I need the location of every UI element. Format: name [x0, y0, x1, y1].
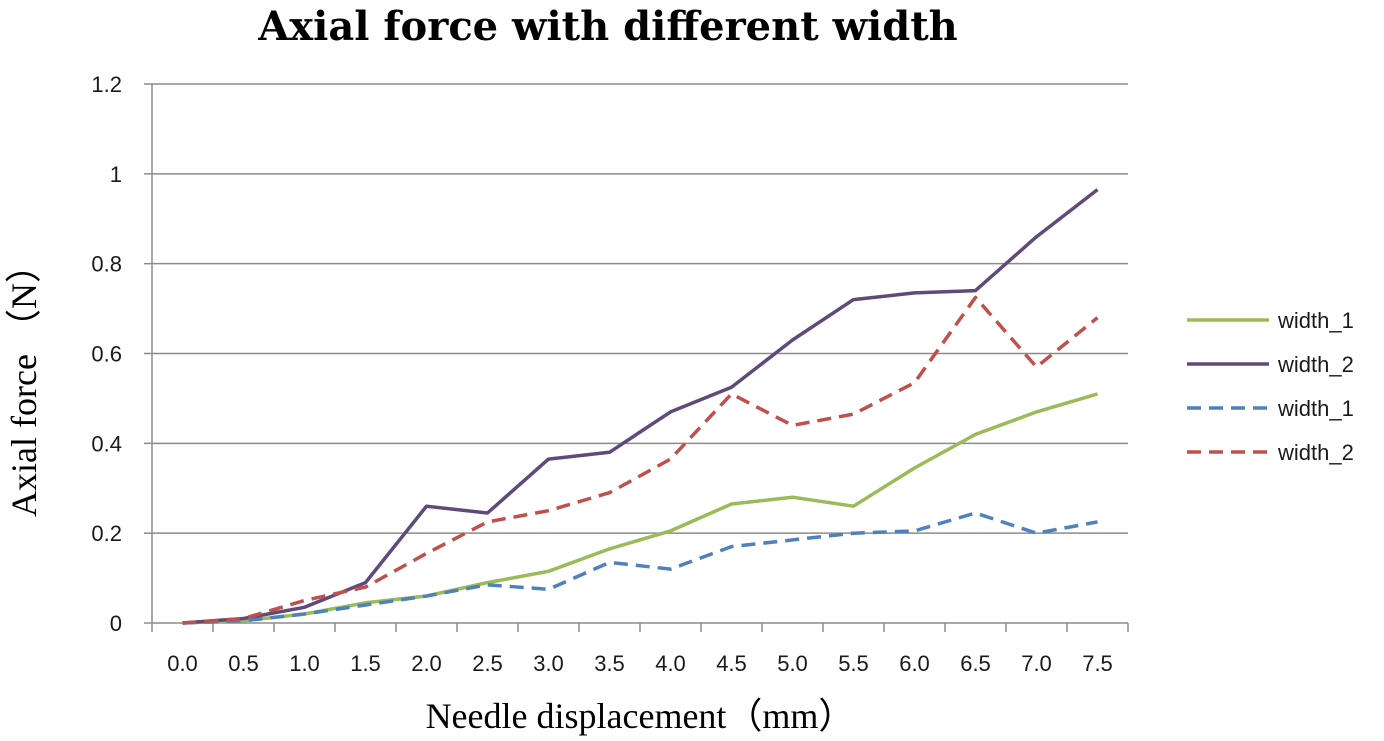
x-tick-label: 2.5: [472, 651, 503, 676]
y-tick-label: 0.4: [91, 431, 122, 456]
x-axis-label: Needle displacement（mm）: [426, 696, 855, 736]
y-tick-label: 1: [110, 162, 122, 187]
x-tick-label: 2.0: [411, 651, 442, 676]
y-tick-labels: 0 0.2 0.4 0.6 0.8 1 1.2: [91, 72, 122, 636]
x-tick-label: 0.5: [228, 651, 259, 676]
legend-label: width_1: [1277, 396, 1354, 421]
legend-label: width_1: [1277, 308, 1354, 333]
x-tick-labels: 0.0 0.5 1.0 1.5 2.0 2.5 3.0 3.5 4.0 4.5 5.0 5.5 6.0 6…: [167, 651, 1113, 676]
chart-title: Axial force with different width: [257, 3, 958, 50]
x-tick-label: 6.5: [960, 651, 991, 676]
x-tick-label: 3.0: [533, 651, 564, 676]
x-tick-label: 7.0: [1021, 651, 1052, 676]
series-line-width_1-dashed: [182, 511, 1098, 625]
x-tick-label: 6.0: [899, 651, 930, 676]
x-tick-label: 1.5: [350, 651, 381, 676]
series-line-width_2-solid: [182, 188, 1099, 625]
legend: width_1 width_2 width_1 width_2: [1187, 308, 1354, 465]
x-tick-label: 1.0: [289, 651, 320, 676]
x-tick-label: 4.0: [655, 651, 686, 676]
series-line-width_1-solid: [182, 392, 1098, 625]
legend-label: width_2: [1277, 352, 1354, 377]
x-tick-label: 4.5: [716, 651, 747, 676]
x-tick-label: 5.0: [777, 651, 808, 676]
series-lines: [182, 188, 1099, 625]
x-tick-label: 3.5: [594, 651, 625, 676]
series-line-width_2-dashed: [182, 295, 1099, 625]
y-tick-label: 0.6: [91, 342, 122, 367]
x-tick-label: 0.0: [167, 651, 198, 676]
legend-label: width_2: [1277, 440, 1354, 465]
y-tick-label: 0.2: [91, 521, 122, 546]
y-tick-label: 0.8: [91, 252, 122, 277]
x-tick-label: 5.5: [838, 651, 869, 676]
gridlines: [144, 83, 1129, 632]
y-axis-label: Axial force （N）: [4, 247, 44, 517]
y-tick-label: 0: [110, 611, 122, 636]
x-tick-label: 7.5: [1082, 651, 1113, 676]
y-tick-label: 1.2: [91, 72, 122, 97]
